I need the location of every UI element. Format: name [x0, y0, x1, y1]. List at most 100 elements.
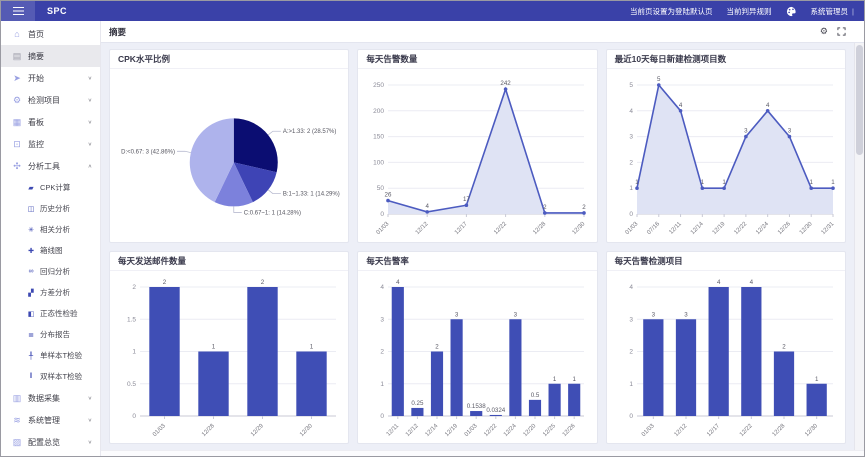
- sidebar-item-label: 监控: [28, 139, 44, 149]
- svg-text:12/28: 12/28: [771, 422, 786, 437]
- sidebar-item-two-sample-t-test[interactable]: ‖ 双样本T检验: [1, 366, 100, 387]
- home-icon: ⌂: [14, 29, 20, 39]
- svg-text:1: 1: [310, 343, 314, 350]
- svg-text:0.5: 0.5: [531, 391, 540, 398]
- sidebar-item-monitor[interactable]: ⊡ 监控 ∨: [1, 133, 100, 155]
- hamburger-menu-icon[interactable]: [1, 1, 35, 21]
- chevron-down-icon: ∨: [87, 440, 92, 445]
- dashboard-grid: CPK水平比例 A:>1.33: 2 (28.57%) B:1~1.33: 1 (1…: [101, 43, 864, 456]
- chevron-down-icon: ∨: [87, 396, 92, 401]
- panel-daily-alert-detection-items: 每天告警检测项目 0 1 2 3 4 01/03 12/12 12/17 12/22 12/28 12…: [605, 250, 846, 444]
- panel-title: 每天告警数量: [366, 54, 418, 64]
- svg-text:4: 4: [766, 102, 770, 109]
- sidebar-item-start[interactable]: ➤ 开始 ∨: [1, 67, 100, 89]
- sidebar-item-correlation-analysis[interactable]: ✳ 相关分析: [1, 219, 100, 240]
- svg-text:4: 4: [749, 279, 753, 286]
- svg-text:4: 4: [678, 102, 682, 109]
- board-icon: ▦: [12, 116, 22, 127]
- user-menu[interactable]: 系统管理员 |: [811, 6, 854, 17]
- sidebar-item-label: 箱线图: [40, 246, 63, 255]
- top-navbar: SPC 当前页设置为登陆默认页 当前判异规则 系统管理员 |: [1, 1, 864, 21]
- svg-text:01/03: 01/03: [464, 422, 479, 437]
- sidebar-item-data-collection[interactable]: ▥ 数据采集 ∨: [1, 387, 100, 409]
- svg-text:1.5: 1.5: [127, 316, 136, 323]
- tab-summary[interactable]: 摘要: [109, 26, 127, 37]
- scrollbar-thumb[interactable]: [856, 45, 863, 155]
- svg-text:2: 2: [629, 159, 633, 166]
- sidebar-item-detection-items[interactable]: ⚙ 检测项目 ∨: [1, 89, 100, 111]
- panel-header: 最近10天每日新建检测项目数: [606, 50, 845, 69]
- svg-text:3: 3: [629, 134, 633, 141]
- svg-text:2: 2: [381, 348, 385, 355]
- svg-text:4: 4: [629, 284, 633, 291]
- sidebar-item-config-overview[interactable]: ▨ 配置总览 ∨: [1, 431, 100, 453]
- svg-text:0: 0: [629, 413, 633, 420]
- sidebar-item-distribution-report[interactable]: ≣ 分布报告: [1, 324, 100, 345]
- sidebar-item-board[interactable]: ▦ 看板 ∨: [1, 111, 100, 133]
- chevron-down-icon: ∨: [87, 98, 92, 103]
- sidebar-item-normality-test[interactable]: ◧ 正态性检验: [1, 303, 100, 324]
- sidebar: ⌂ 首页 ▤ 摘要 ➤ 开始 ∨ ⚙ 检测项目 ∨ ▦ 看板 ∨ ⊡ 监控 ∨ ✣ 分析工具 ∧ ▰ CPK计算 ◫ 历史分…: [1, 21, 101, 456]
- svg-text:2: 2: [629, 348, 633, 355]
- svg-text:1: 1: [635, 179, 639, 186]
- fullscreen-expand-icon[interactable]: [837, 27, 846, 36]
- svg-text:0.5: 0.5: [127, 380, 136, 387]
- svg-text:5: 5: [629, 82, 633, 89]
- sidebar-item-boxplot[interactable]: ✚ 箱线图: [1, 240, 100, 261]
- daily-alert-detection-items-svg: 0 1 2 3 4 01/03 12/12 12/17 12/22 12/28 12/30 3 3 4 4 2…: [629, 279, 833, 438]
- svg-text:2: 2: [583, 204, 587, 211]
- user-divider: |: [852, 6, 854, 16]
- svg-text:200: 200: [373, 108, 384, 115]
- settings-gear-icon[interactable]: ⚙: [819, 26, 828, 36]
- panel-title: 每天告警检测项目: [614, 255, 683, 266]
- svg-text:D:<0.67: 3 (42.86%): D:<0.67: 3 (42.86%): [121, 149, 175, 155]
- svg-text:12/22: 12/22: [733, 221, 748, 236]
- svg-text:12/26: 12/26: [777, 221, 792, 236]
- svg-text:242: 242: [501, 80, 512, 87]
- regression-icon: ∞: [28, 268, 34, 275]
- t-one-icon: ╀: [28, 352, 34, 360]
- svg-text:12/25: 12/25: [542, 422, 557, 437]
- panel-title: 每天告警率: [366, 255, 409, 266]
- sidebar-item-label: 数据采集: [28, 393, 60, 403]
- svg-text:4: 4: [717, 279, 721, 286]
- sidebar-item-home[interactable]: ⌂ 首页: [1, 23, 100, 45]
- boxplot-icon: ✚: [28, 247, 34, 255]
- svg-text:1: 1: [809, 179, 813, 186]
- sidebar-item-one-sample-t-test[interactable]: ╀ 单样本T检验: [1, 345, 100, 366]
- sidebar-item-summary[interactable]: ▤ 摘要: [1, 45, 100, 67]
- sidebar-item-cpk-calc[interactable]: ▰ CPK计算: [1, 177, 100, 198]
- sidebar-item-label: 首页: [28, 29, 44, 39]
- svg-text:2: 2: [163, 279, 167, 286]
- svg-text:A:>1.33: 2 (28.57%): A:>1.33: 2 (28.57%): [283, 129, 337, 135]
- sidebar-item-history-analysis[interactable]: ◫ 历史分析: [1, 198, 100, 219]
- svg-text:1: 1: [722, 179, 726, 186]
- svg-text:1: 1: [573, 375, 577, 382]
- panel-header: 每天告警数量: [358, 50, 597, 69]
- svg-text:4: 4: [426, 203, 430, 210]
- system-icon: ≋: [13, 414, 21, 425]
- sidebar-item-system-management[interactable]: ≋ 系统管理 ∨: [1, 409, 100, 431]
- svg-text:1: 1: [629, 380, 633, 387]
- sidebar-item-regression-analysis[interactable]: ∞ 回归分析: [1, 261, 100, 282]
- svg-text:12/22: 12/22: [493, 221, 508, 236]
- svg-text:3: 3: [744, 128, 748, 135]
- svg-text:1: 1: [700, 179, 704, 186]
- sidebar-item-label: 看板: [28, 117, 44, 127]
- svg-text:12/24: 12/24: [755, 221, 770, 236]
- vertical-scrollbar[interactable]: [854, 43, 864, 450]
- daily-alert-detection-items-chart: 0 1 2 3 4 01/03 12/12 12/17 12/22 12/28 12/30 3 3 4 4 2…: [607, 271, 845, 444]
- svg-text:1: 1: [629, 185, 633, 192]
- panel-cpk-level-ratio: CPK水平比例 A:>1.33: 2 (28.57%) B:1~1.33: 1 (1…: [109, 49, 350, 243]
- panel-header: 每天告警检测项目: [606, 252, 845, 271]
- svg-text:12/14: 12/14: [690, 221, 705, 236]
- daily-alert-rate-svg: 0 1 2 3 4 12/11 12/12 12/14 12/19 01/03 12/22 12/24…: [381, 279, 585, 438]
- panel-title: 每天发送邮件数量: [118, 255, 187, 266]
- svg-text:01/03: 01/03: [641, 422, 656, 437]
- theme-palette-icon[interactable]: [786, 6, 797, 17]
- set-default-page-link[interactable]: 当前页设置为登陆默认页: [630, 6, 713, 16]
- sidebar-item-anova[interactable]: ▞ 方差分析: [1, 282, 100, 303]
- judge-rules-link[interactable]: 当前判异规则: [726, 6, 772, 16]
- username: 系统管理员: [810, 6, 849, 16]
- sidebar-item-analysis-tools[interactable]: ✣ 分析工具 ∧: [1, 155, 100, 177]
